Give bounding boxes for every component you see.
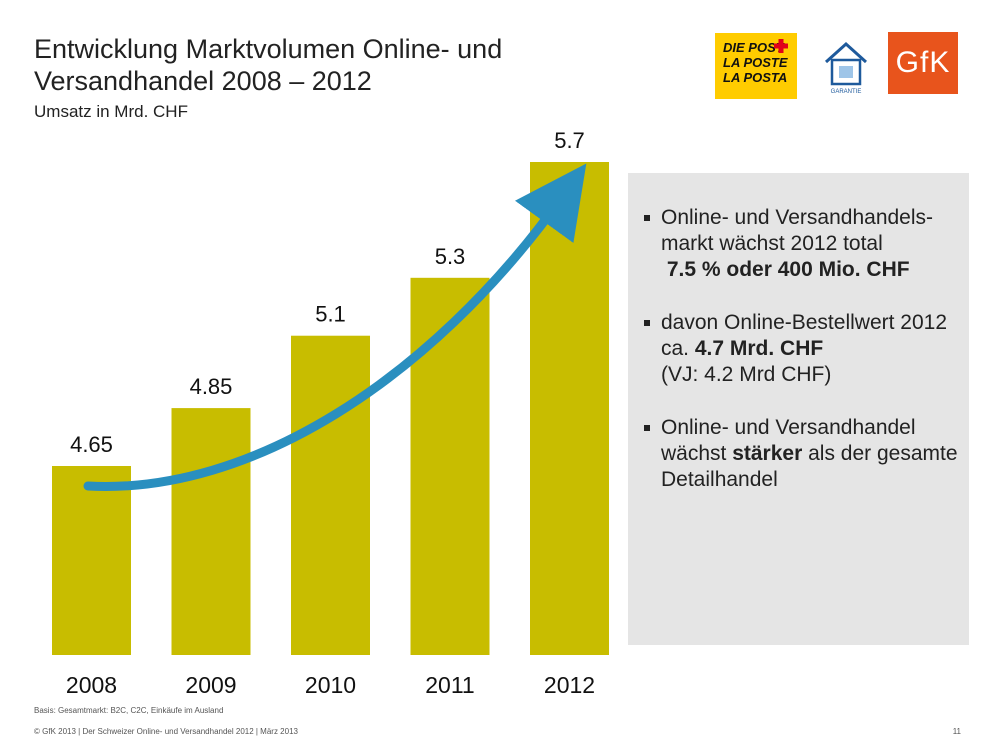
chart-subtitle: Umsatz in Mrd. CHF <box>34 102 188 121</box>
commentary-list: Online- und Versandhandels-markt wächst … <box>636 205 966 520</box>
growth-arrow <box>83 163 587 491</box>
bar-2011 <box>410 277 490 655</box>
garantie-logo: GARANTIE <box>824 41 868 95</box>
bullet-1-text: Online- und Versandhandels-markt wächst … <box>661 206 934 255</box>
bullet-1-highlight: 7.5 % oder 400 Mio. CHF <box>666 258 910 281</box>
bullet-2: davon Online-Bestellwert 2012 ca. 4.7 Mr… <box>636 310 966 388</box>
bullet-2-text: davon Online-Bestellwert 2012 ca. <box>661 311 948 360</box>
x-tick-label-2010: 2010 <box>305 672 356 698</box>
bullet-3-text: Online- und Versandhandel wächst <box>661 416 916 465</box>
swiss-cross-icon <box>774 39 788 53</box>
page-number: 11 <box>952 727 961 736</box>
title-line-1: Entwicklung Marktvolumen Online- und <box>34 34 503 64</box>
commentary-box <box>628 173 969 645</box>
data-label-2010: 5.1 <box>315 302 346 327</box>
post-line-2: LA POSTE <box>723 55 788 70</box>
x-tick-label-2011: 2011 <box>425 672 474 698</box>
data-label-2009: 4.85 <box>190 374 233 399</box>
gfk-logo: GfK <box>888 32 958 94</box>
x-tick-label-2009: 2009 <box>185 672 236 698</box>
bullet-2-highlight: 4.7 Mrd. CHF <box>694 337 824 360</box>
bullet-3: Online- und Versandhandel wächst stärker… <box>636 415 966 493</box>
bar-2012 <box>530 162 609 655</box>
data-label-2008: 4.65 <box>70 432 113 457</box>
bullet-1: Online- und Versandhandels-markt wächst … <box>636 205 966 283</box>
bullet-3-highlight: stärker <box>732 442 803 465</box>
post-line-3: LA POSTA <box>723 70 788 85</box>
bar-2008 <box>52 466 131 655</box>
die-post-logo: DIE POST LA POSTE LA POSTA <box>715 33 797 99</box>
source-footnote: © GfK 2013 | Der Schweizer Online- und V… <box>34 727 298 736</box>
x-tick-label-2012: 2012 <box>544 672 595 698</box>
x-tick-label-2008: 2008 <box>66 672 117 698</box>
bar-2009 <box>171 408 251 655</box>
basis-footnote: Basis: Gesamtmarkt: B2C, C2C, Einkäufe i… <box>34 706 224 715</box>
bullet-2-note: (VJ: 4.2 Mrd CHF) <box>661 363 832 386</box>
bar-2010 <box>291 335 370 655</box>
garantie-label: GARANTIE <box>831 89 862 95</box>
title-line-2: Versandhandel 2008 – 2012 <box>34 66 372 96</box>
data-label-2011: 5.3 <box>435 244 466 269</box>
bullet-3-tail: als der gesamte Detailhandel <box>661 442 958 491</box>
chart-title: Entwicklung Marktvolumen Online- und Ver… <box>34 33 502 97</box>
data-label-2012: 5.7 <box>554 128 585 153</box>
post-line-1: DIE POST <box>723 40 784 55</box>
